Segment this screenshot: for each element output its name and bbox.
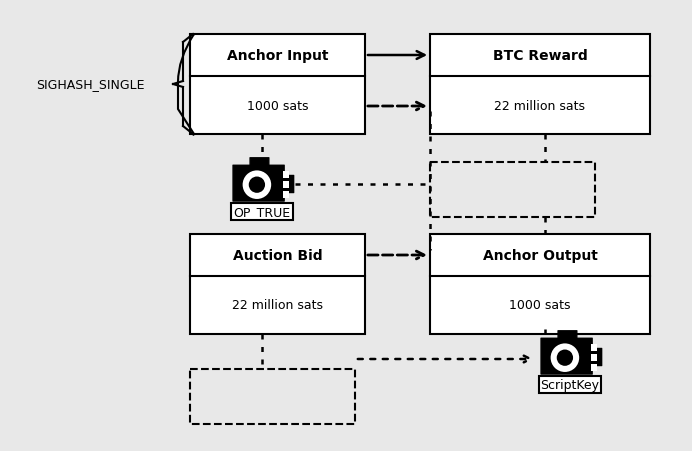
- Text: Auction Bid: Auction Bid: [233, 249, 322, 262]
- Text: Anchor Output: Anchor Output: [482, 249, 597, 262]
- FancyBboxPatch shape: [284, 176, 293, 193]
- Text: SIGHASH_SINGLE: SIGHASH_SINGLE: [36, 78, 144, 91]
- Text: BTC Reward: BTC Reward: [493, 49, 588, 63]
- Bar: [190, 35, 365, 135]
- Bar: [591, 344, 597, 351]
- Circle shape: [557, 350, 573, 366]
- Circle shape: [551, 344, 579, 372]
- Bar: [190, 369, 355, 424]
- Text: OP_TRUE: OP_TRUE: [233, 205, 291, 218]
- FancyBboxPatch shape: [233, 166, 284, 202]
- Text: ScriptKey: ScriptKey: [540, 378, 599, 391]
- Circle shape: [248, 177, 265, 193]
- Bar: [430, 35, 650, 135]
- Circle shape: [243, 171, 271, 199]
- Text: 1000 sats: 1000 sats: [509, 299, 571, 312]
- Bar: [539, 376, 601, 393]
- Bar: [283, 182, 289, 189]
- FancyBboxPatch shape: [541, 339, 592, 374]
- Bar: [591, 354, 597, 361]
- FancyBboxPatch shape: [250, 158, 268, 167]
- Bar: [190, 235, 365, 334]
- Bar: [591, 365, 597, 372]
- Text: 22 million sats: 22 million sats: [232, 299, 323, 312]
- Bar: [430, 163, 595, 217]
- Bar: [283, 192, 289, 199]
- Bar: [231, 203, 293, 220]
- Text: 22 million sats: 22 million sats: [495, 99, 585, 112]
- FancyBboxPatch shape: [592, 349, 601, 366]
- Bar: [283, 172, 289, 179]
- Bar: [430, 235, 650, 334]
- Text: 1000 sats: 1000 sats: [247, 99, 308, 112]
- FancyBboxPatch shape: [558, 331, 577, 340]
- Text: Anchor Input: Anchor Input: [227, 49, 328, 63]
